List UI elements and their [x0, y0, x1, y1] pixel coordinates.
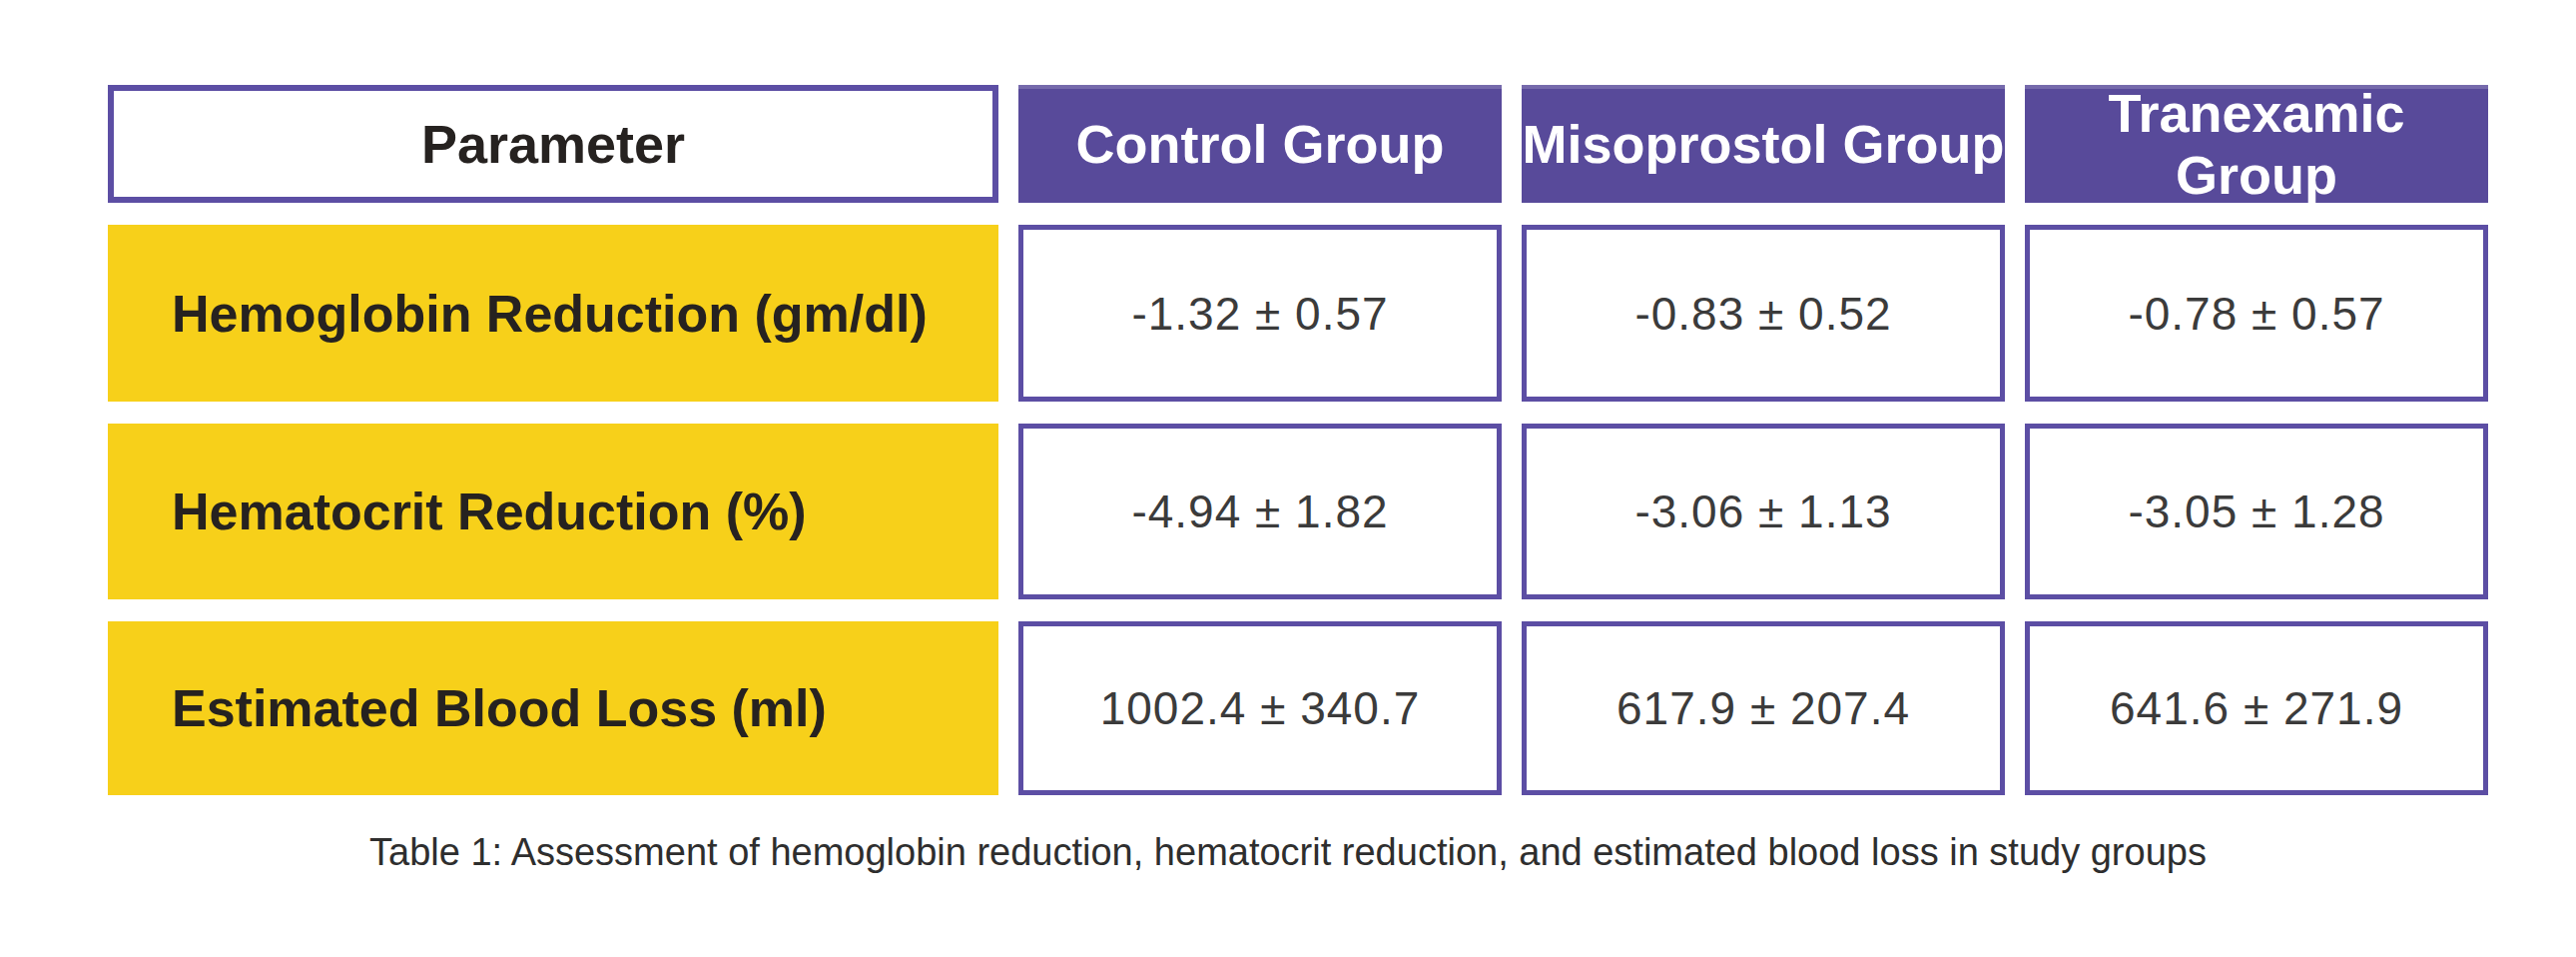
table-caption: Table 1: Assessment of hemoglobin reduct…	[0, 831, 2576, 874]
column-header-control-group: Control Group	[1018, 85, 1502, 203]
row-label-hematocrit-reduction: Hematocrit Reduction (%)	[108, 424, 998, 599]
row-label-hemoglobin-reduction: Hemoglobin Reduction (gm/dl)	[108, 225, 998, 402]
value-hemoglobin-misoprostol: -0.83 ± 0.52	[1522, 225, 2005, 402]
value-blood-loss-tranexamic: 641.6 ± 271.9	[2025, 621, 2488, 795]
value-blood-loss-misoprostol: 617.9 ± 207.4	[1522, 621, 2005, 795]
value-hematocrit-control: -4.94 ± 1.82	[1018, 424, 1502, 599]
value-hemoglobin-tranexamic: -0.78 ± 0.57	[2025, 225, 2488, 402]
column-header-tranexamic-group: Tranexamic Group	[2025, 85, 2488, 203]
column-header-parameter: Parameter	[108, 85, 998, 203]
column-header-misoprostol-group: Misoprostol Group	[1522, 85, 2005, 203]
row-label-estimated-blood-loss: Estimated Blood Loss (ml)	[108, 621, 998, 795]
value-blood-loss-control: 1002.4 ± 340.7	[1018, 621, 1502, 795]
study-groups-table: Parameter Control Group Misoprostol Grou…	[108, 85, 2488, 795]
value-hemoglobin-control: -1.32 ± 0.57	[1018, 225, 1502, 402]
value-hematocrit-misoprostol: -3.06 ± 1.13	[1522, 424, 2005, 599]
value-hematocrit-tranexamic: -3.05 ± 1.28	[2025, 424, 2488, 599]
